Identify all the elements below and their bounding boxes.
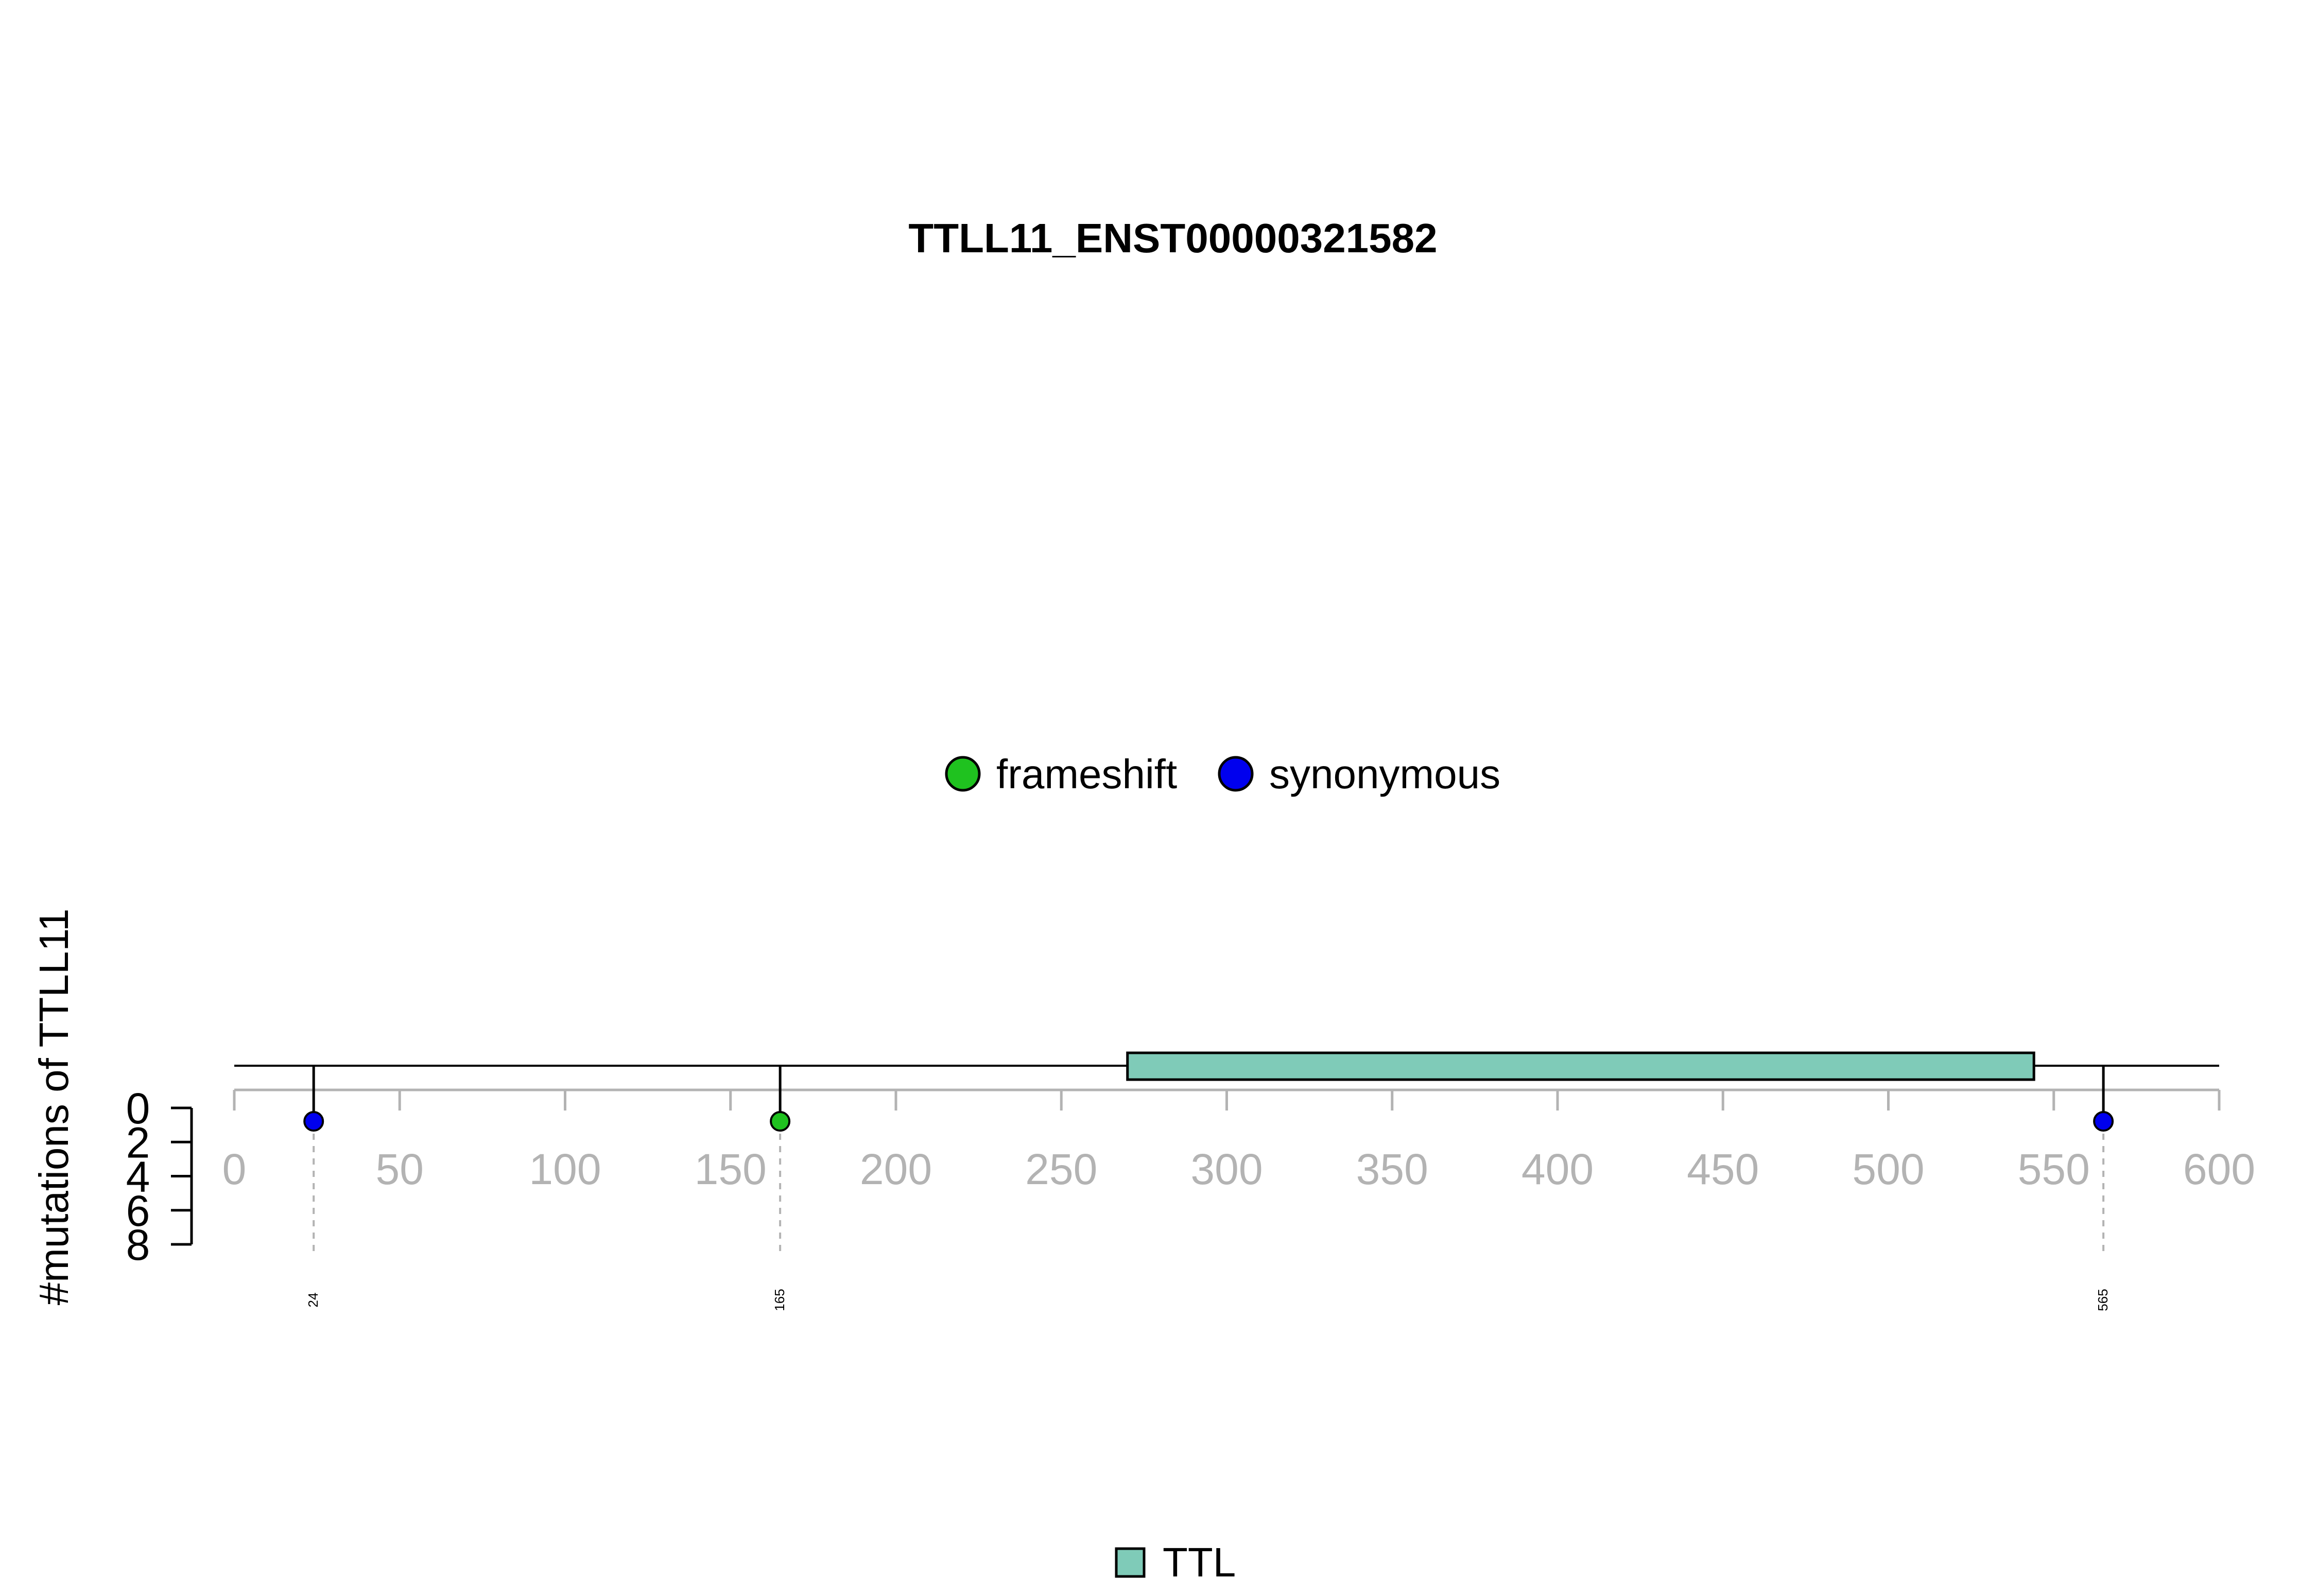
x-tick-label: 450 [1687, 1145, 1759, 1193]
mutation-legend: frameshift synonymous [945, 751, 1500, 797]
domain-legend: TTL [1115, 1539, 1236, 1585]
x-tick-label: 50 [376, 1145, 424, 1193]
y-tick-label: 0 [126, 1084, 150, 1133]
y-tick-label: 4 [126, 1153, 150, 1201]
legend-marker-frameshift [945, 756, 981, 792]
mutations: 24 165 565 [303, 1066, 2114, 1311]
legend-swatch-ttl [1115, 1547, 1146, 1578]
y-tick-label: 8 [126, 1221, 150, 1269]
x-tick-label: 350 [1356, 1145, 1428, 1193]
mutation-position-label: 165 [772, 1289, 787, 1311]
mutation-point-synonymous [2093, 1111, 2114, 1132]
mutation-point-frameshift [770, 1111, 791, 1132]
mutation-position-label: 565 [2095, 1289, 2111, 1311]
domains [1126, 1051, 2035, 1081]
x-tick-label: 250 [1025, 1145, 1097, 1193]
x-tick-label: 0 [222, 1145, 247, 1193]
legend-label-frameshift: frameshift [996, 751, 1177, 797]
mutation-point-synonymous [303, 1111, 324, 1132]
x-axis: 0 50 100 150 200 250 300 350 400 450 500 550 600 [222, 1088, 2255, 1193]
y-tick-label: 2 [126, 1118, 150, 1167]
chart-title: TTLL11_ENST00000321582 [908, 215, 1437, 261]
y-tick-label: 6 [126, 1187, 150, 1235]
domain-ttl [1126, 1051, 2035, 1081]
y-axis-label: #mutations of TTLL11 [31, 909, 77, 1306]
legend-marker-synonymous [1218, 756, 1254, 792]
x-tick-label: 400 [1521, 1145, 1594, 1193]
x-tick-label: 600 [2183, 1145, 2255, 1193]
legend-label-ttl: TTL [1163, 1539, 1236, 1585]
x-tick-label: 100 [529, 1145, 601, 1193]
x-tick-label: 500 [1852, 1145, 1924, 1193]
mutation-position-label: 24 [305, 1293, 321, 1308]
x-tick-label: 150 [695, 1145, 767, 1193]
x-tick-label: 550 [2018, 1145, 2090, 1193]
x-tick-label: 300 [1190, 1145, 1263, 1193]
legend-label-synonymous: synonymous [1269, 751, 1500, 797]
x-tick-label: 200 [860, 1145, 932, 1193]
